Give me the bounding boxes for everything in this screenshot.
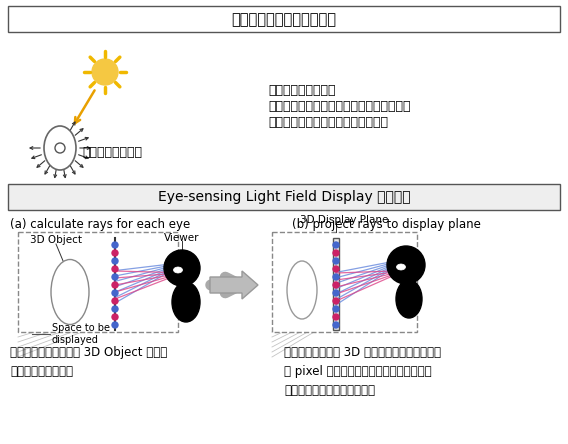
Ellipse shape [44, 126, 76, 170]
Text: 3D Display Plane: 3D Display Plane [300, 215, 388, 225]
Ellipse shape [287, 261, 317, 319]
Circle shape [112, 290, 118, 296]
Text: 全ての光を記述する: 全ての光を記述する [268, 84, 336, 97]
Text: 課題：全ての光線の再現は非現実的: 課題：全ての光線の再現は非現実的 [268, 116, 388, 129]
Ellipse shape [396, 280, 422, 318]
Circle shape [112, 282, 118, 288]
Circle shape [333, 314, 339, 320]
Text: 光源としての裸眼 3D ディスプレイ面に投影、
各 pixel から、左右の眼に向けた画素値を
リアルタイムに計算し、描画: 光源としての裸眼 3D ディスプレイ面に投影、 各 pixel から、左右の眼に… [284, 346, 441, 397]
Text: 無数の光線で表現: 無数の光線で表現 [82, 146, 142, 159]
Text: (a) calculate rays for each eye: (a) calculate rays for each eye [10, 218, 190, 231]
Circle shape [333, 258, 339, 264]
Circle shape [333, 290, 339, 296]
FancyBboxPatch shape [18, 232, 178, 332]
Circle shape [112, 274, 118, 280]
Circle shape [112, 242, 118, 248]
Circle shape [387, 246, 425, 284]
FancyBboxPatch shape [333, 238, 339, 330]
Circle shape [55, 143, 65, 153]
Text: Space to be
displayed: Space to be displayed [52, 323, 110, 345]
Text: 表示装置内に配置した 3D Object から、
両眼に届く光を算出: 表示装置内に配置した 3D Object から、 両眼に届く光を算出 [10, 346, 167, 378]
Text: (b) project rays to display plane: (b) project rays to display plane [292, 218, 481, 231]
FancyBboxPatch shape [8, 184, 560, 210]
Circle shape [164, 250, 200, 286]
Circle shape [112, 250, 118, 256]
Circle shape [333, 322, 339, 328]
Circle shape [92, 59, 118, 85]
FancyBboxPatch shape [272, 232, 417, 332]
Circle shape [333, 306, 339, 312]
Text: Eye-sensing Light Field Display の考え方: Eye-sensing Light Field Display の考え方 [158, 190, 410, 204]
Text: ライトフィールド（光線空間）として定義: ライトフィールド（光線空間）として定義 [268, 100, 411, 113]
Circle shape [333, 250, 339, 256]
Circle shape [333, 242, 339, 248]
Text: Viewer: Viewer [164, 233, 200, 243]
Text: 3D Object: 3D Object [30, 235, 82, 245]
Circle shape [333, 282, 339, 288]
FancyArrowPatch shape [211, 277, 241, 293]
Circle shape [112, 266, 118, 272]
Text: 光線による空間定義の一例: 光線による空間定義の一例 [232, 12, 336, 28]
Ellipse shape [51, 259, 89, 325]
Circle shape [333, 274, 339, 280]
Circle shape [333, 298, 339, 304]
FancyBboxPatch shape [8, 6, 560, 32]
Circle shape [333, 266, 339, 272]
Polygon shape [210, 271, 258, 299]
Ellipse shape [173, 267, 182, 273]
Circle shape [112, 322, 118, 328]
Ellipse shape [172, 282, 200, 322]
Ellipse shape [396, 264, 406, 270]
Circle shape [112, 258, 118, 264]
Circle shape [112, 298, 118, 304]
Circle shape [112, 314, 118, 320]
Circle shape [112, 306, 118, 312]
